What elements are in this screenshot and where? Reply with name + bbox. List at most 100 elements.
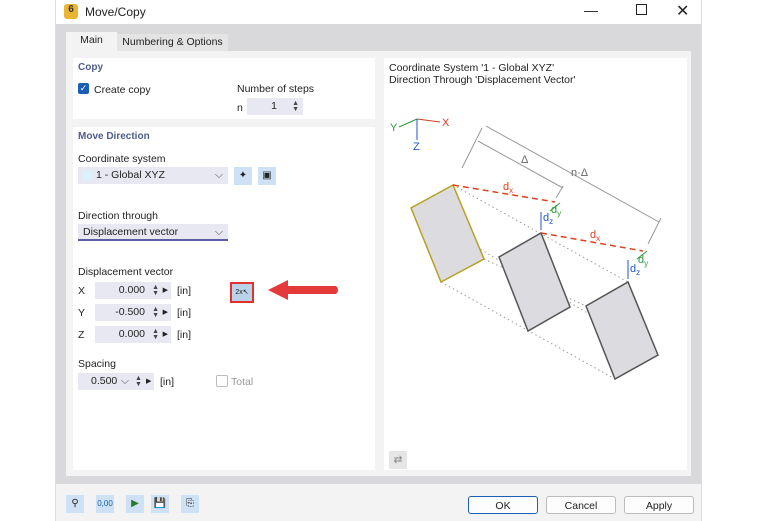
svg-text:dy: dy [551, 204, 561, 218]
svg-text:dz: dz [630, 263, 640, 277]
title-bar: 6 Move/Copy — ✕ [56, 0, 701, 24]
steps-input[interactable]: 1 ▲ ▼ [247, 98, 303, 115]
dx-subscript-2: x [596, 234, 600, 243]
n-delta-dimension [485, 125, 660, 223]
arrow-right-icon[interactable]: ▶ [162, 331, 168, 338]
help-icon[interactable]: ⚲ [66, 495, 84, 513]
delta-dimension [477, 140, 564, 189]
move-copy-dialog: 6 Move/Copy — ✕ Main Numbering & Options… [55, 0, 702, 521]
chevron-down-icon[interactable]: ⌵ [121, 375, 129, 387]
total-label: Total [231, 376, 254, 388]
cancel-button[interactable]: Cancel [546, 496, 616, 514]
direction-dropdown[interactable]: Displacement vector ⌵ [78, 224, 228, 241]
x-axis-label: X [442, 117, 450, 129]
dy-label-2: d [638, 254, 644, 266]
direction-label: Direction through [78, 210, 158, 222]
copy-panel: Copy ✓ Create copy Number of steps n 1 ▲ ▼ [73, 58, 375, 119]
vector-z-input[interactable]: 0.000 ▲ ▼ ▶ [95, 326, 171, 343]
edit-coord-system-icon[interactable]: ▣ [258, 167, 276, 185]
coord-label: Coordinate system [78, 153, 166, 165]
chevron-down-icon: ⌵ [215, 169, 223, 181]
z-axis-label: Z [413, 141, 420, 153]
vector-y-input[interactable]: -0.500 ▲ ▼ ▶ [95, 304, 171, 321]
y-axis [398, 118, 418, 128]
vector-y-label: Y [78, 307, 86, 319]
dx-subscript: x [509, 186, 513, 195]
dx-vector-2 [540, 232, 644, 252]
save-icon[interactable]: 💾 [151, 495, 169, 513]
svg-text:dx: dx [590, 229, 600, 243]
vector-spinner[interactable]: ▲ ▼ [152, 306, 159, 319]
dy-subscript: y [557, 209, 561, 218]
highlight-arrow [268, 280, 338, 300]
n-delta-label: n·Δ [571, 167, 589, 179]
copy-member-2 [585, 280, 659, 381]
dz-label-2: d [630, 263, 636, 275]
dz-subscript-2: z [636, 268, 640, 277]
coord-system-dropdown[interactable]: 1 - Global XYZ ⌵ [78, 167, 228, 184]
vector-spinner[interactable]: ▲ ▼ [152, 328, 159, 341]
apply-button[interactable]: Apply [624, 496, 694, 514]
coord-value: 1 - Global XYZ [96, 169, 165, 181]
total-checkbox[interactable] [216, 375, 228, 387]
vector-value: 0.000 [118, 284, 145, 296]
direction-value: Displacement vector [83, 226, 179, 238]
svg-text:dy: dy [638, 254, 648, 268]
steps-spinner[interactable]: ▲ ▼ [292, 100, 299, 113]
vector-unit: [in] [177, 329, 192, 341]
ok-button[interactable]: OK [468, 496, 538, 514]
arrow-right-icon[interactable]: ▶ [162, 287, 168, 294]
move-direction-panel: Move Direction Coordinate system 1 - Glo… [73, 127, 375, 470]
vector-unit: [in] [177, 307, 192, 319]
tab-main[interactable]: Main [66, 32, 117, 51]
move-direction-header: Move Direction [78, 131, 150, 142]
dx-label-2: d [590, 229, 596, 241]
vector-x-input[interactable]: 0.000 ▲ ▼ ▶ [95, 282, 171, 299]
create-copy-label: Create copy [94, 84, 151, 96]
vector-spinner[interactable]: ▲ ▼ [152, 284, 159, 297]
spacing-arrow-button[interactable]: ▶ [146, 378, 152, 385]
create-copy-checkbox[interactable]: ✓ [78, 83, 89, 94]
copy-header: Copy [78, 62, 103, 73]
delta-label: Δ [521, 154, 529, 166]
vector-x-label: X [78, 285, 86, 297]
new-coord-system-icon[interactable]: ✦ [234, 167, 252, 185]
dx-label: d [503, 181, 509, 193]
original-member [410, 183, 485, 284]
vector-z-label: Z [78, 329, 85, 341]
dy-subscript-2: y [644, 259, 648, 268]
vector-value: -0.500 [115, 306, 145, 318]
preview-toggle-icon[interactable]: ⇄ [389, 451, 407, 469]
spacing-spinner[interactable]: ▲ ▼ [135, 375, 142, 388]
model-icon[interactable]: ▶ [126, 495, 144, 513]
preview-line-1: Coordinate System '1 - Global XYZ' [389, 62, 555, 74]
spacing-input[interactable]: 0.500 ⌵ ▲ ▼ ▶ [78, 373, 154, 390]
n-label: n [237, 102, 243, 114]
tab-numbering-options[interactable]: Numbering & Options [117, 34, 228, 51]
steps-label: Number of steps [237, 83, 315, 95]
copy-member-1 [498, 231, 571, 333]
vector-value: 0.000 [118, 328, 145, 340]
arrow-right-icon[interactable]: ▶ [162, 309, 168, 316]
dz-label: d [543, 212, 549, 224]
dx-vector-1 [452, 184, 556, 203]
pick-vector-button[interactable]: 2x↖ [230, 282, 254, 303]
svg-text:dx: dx [503, 181, 513, 195]
spacing-unit: [in] [160, 376, 175, 388]
spacing-label: Spacing [78, 358, 116, 370]
y-axis-label: Y [390, 122, 398, 134]
maximize-button[interactable] [636, 4, 647, 15]
dy-label: d [551, 204, 557, 216]
displacement-label: Displacement vector [78, 266, 174, 278]
steps-value: 1 [271, 100, 277, 112]
dz-subscript: z [549, 217, 553, 226]
copy-settings-icon[interactable]: ⎘ [181, 495, 199, 513]
minimize-button[interactable]: — [584, 2, 598, 18]
close-button[interactable]: ✕ [676, 3, 690, 20]
x-axis [416, 118, 441, 123]
spacing-value: 0.500 [91, 375, 118, 387]
window-title: Move/Copy [85, 5, 146, 19]
vector-unit: [in] [177, 285, 192, 297]
values-icon[interactable]: 0,00 [96, 495, 114, 513]
